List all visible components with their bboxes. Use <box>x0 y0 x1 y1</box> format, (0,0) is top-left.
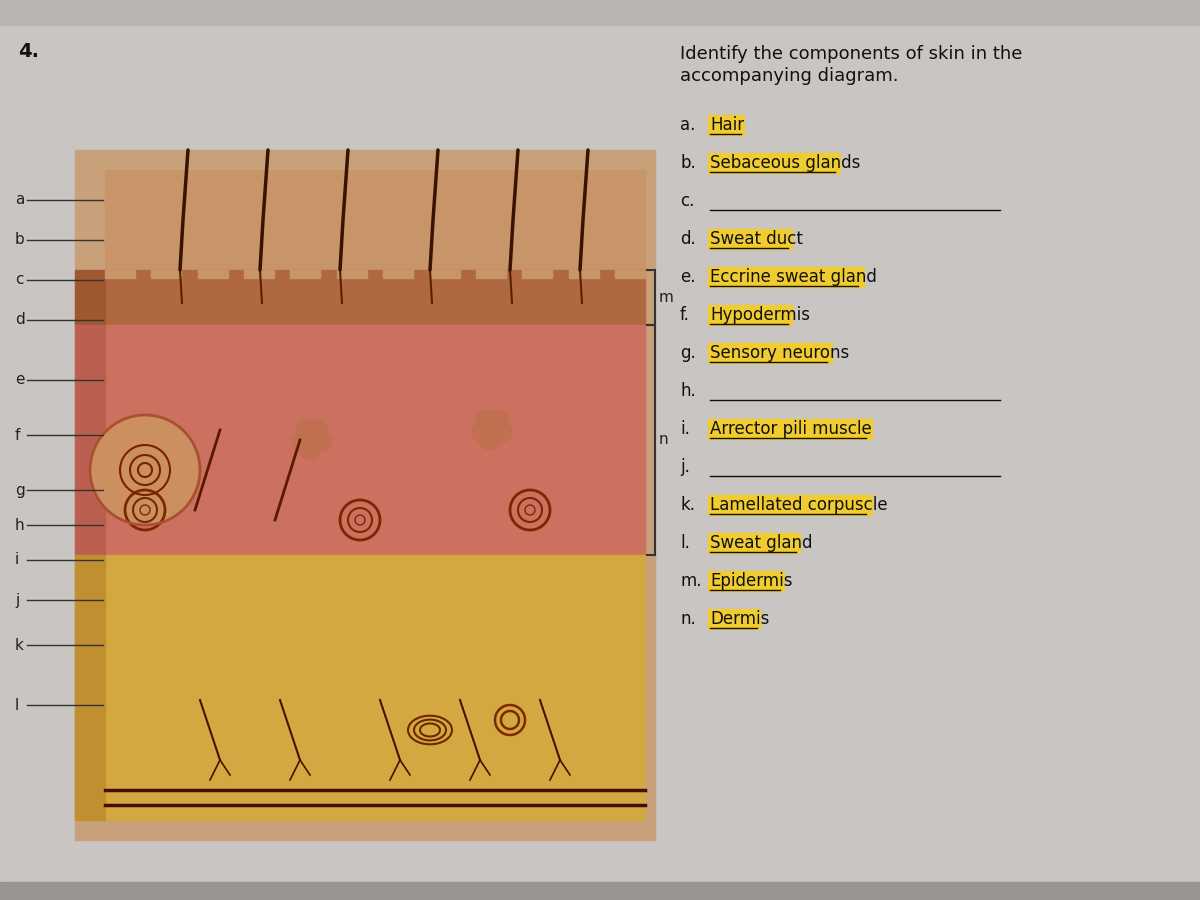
Text: c.: c. <box>680 192 695 210</box>
Bar <box>74 270 106 325</box>
Text: i: i <box>14 553 19 568</box>
Circle shape <box>300 440 320 460</box>
Bar <box>383 270 413 278</box>
Bar <box>708 533 800 553</box>
Text: accompanying diagram.: accompanying diagram. <box>680 67 899 85</box>
Text: Sweat duct: Sweat duct <box>710 230 803 248</box>
Circle shape <box>90 415 200 525</box>
Circle shape <box>476 410 496 430</box>
Circle shape <box>488 410 508 430</box>
Bar <box>708 609 760 629</box>
Bar <box>708 153 840 173</box>
Bar <box>74 555 106 820</box>
Text: g.: g. <box>680 344 696 362</box>
Text: l: l <box>14 698 19 713</box>
Text: 4.: 4. <box>18 42 38 61</box>
Text: e.: e. <box>680 268 696 286</box>
Text: j.: j. <box>680 458 690 476</box>
Circle shape <box>480 430 500 450</box>
Text: b: b <box>14 232 25 248</box>
Text: a.: a. <box>680 116 695 134</box>
Text: Arrector pili muscle: Arrector pili muscle <box>710 420 871 438</box>
Text: Identify the components of skin in the: Identify the components of skin in the <box>680 45 1022 63</box>
Bar <box>0 882 1200 900</box>
Bar <box>569 270 599 278</box>
Bar <box>151 270 181 278</box>
Text: n: n <box>659 433 668 447</box>
Text: Dermis: Dermis <box>710 610 769 628</box>
Text: g: g <box>14 482 25 498</box>
Bar <box>708 305 792 325</box>
Text: Hypodermis: Hypodermis <box>710 306 810 324</box>
Bar <box>430 270 460 278</box>
Bar <box>74 325 106 555</box>
Text: a: a <box>14 193 24 208</box>
Text: l.: l. <box>680 534 690 552</box>
Bar <box>708 419 872 439</box>
Text: c: c <box>14 273 24 287</box>
Text: f.: f. <box>680 306 690 324</box>
Bar <box>198 270 228 278</box>
Bar <box>106 270 134 278</box>
Text: d.: d. <box>680 230 696 248</box>
Bar <box>106 325 646 555</box>
Bar <box>708 343 832 363</box>
Bar <box>244 270 274 278</box>
Text: Sebaceous glands: Sebaceous glands <box>710 154 860 172</box>
Text: i.: i. <box>680 420 690 438</box>
Bar <box>708 495 872 515</box>
Text: d: d <box>14 312 25 328</box>
Circle shape <box>484 410 504 430</box>
Text: Sensory neurons: Sensory neurons <box>710 344 850 362</box>
Text: b.: b. <box>680 154 696 172</box>
Text: n.: n. <box>680 610 696 628</box>
Text: k: k <box>14 637 24 652</box>
Circle shape <box>308 420 328 440</box>
Bar <box>708 115 744 135</box>
Bar <box>522 270 552 278</box>
Text: e: e <box>14 373 24 388</box>
Circle shape <box>296 420 316 440</box>
Circle shape <box>304 420 324 440</box>
Bar <box>290 270 320 278</box>
Text: m: m <box>659 290 674 305</box>
Bar <box>337 270 367 278</box>
Text: h: h <box>14 518 25 533</box>
Polygon shape <box>106 170 646 270</box>
Text: Lamellated corpuscle: Lamellated corpuscle <box>710 496 888 514</box>
Text: Epidermis: Epidermis <box>710 572 792 590</box>
Circle shape <box>472 422 492 442</box>
Text: k.: k. <box>680 496 695 514</box>
Bar <box>708 229 792 249</box>
Bar <box>0 0 1200 25</box>
Text: Sweat gland: Sweat gland <box>710 534 812 552</box>
Bar <box>106 555 646 820</box>
Text: Eccrine sweat gland: Eccrine sweat gland <box>710 268 877 286</box>
Bar <box>106 170 646 270</box>
Bar <box>476 270 506 278</box>
Bar <box>708 571 784 591</box>
Bar <box>74 150 655 840</box>
Bar <box>616 270 646 278</box>
Text: f: f <box>14 428 20 443</box>
Circle shape <box>292 432 312 452</box>
Text: m.: m. <box>680 572 702 590</box>
Circle shape <box>312 432 332 452</box>
Circle shape <box>492 422 512 442</box>
Bar <box>708 267 864 287</box>
Text: h.: h. <box>680 382 696 400</box>
Bar <box>106 270 646 325</box>
Text: j: j <box>14 592 19 608</box>
Text: Hair: Hair <box>710 116 744 134</box>
